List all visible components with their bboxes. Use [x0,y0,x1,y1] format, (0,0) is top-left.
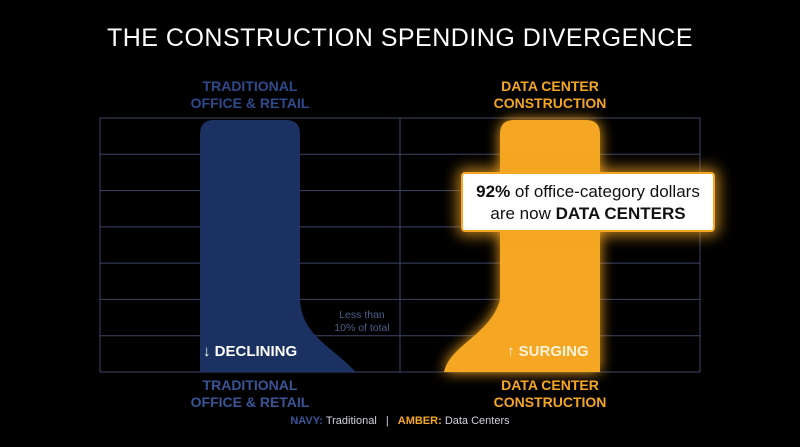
bottom-label-traditional: TRADITIONAL OFFICE & RETAIL [140,377,360,411]
legend-separator: | [385,415,389,427]
trend-arrow-down-icon: ↓ [203,343,211,360]
top-label-data-center-l2: CONSTRUCTION [493,95,607,111]
top-label-traditional-l2: OFFICE & RETAIL [190,95,310,111]
top-label-data-center-l1: DATA CENTER [501,78,599,94]
legend-navy-key: NAVY: [290,415,323,427]
bottom-label-data-center-l2: CONSTRUCTION [493,394,607,410]
top-label-traditional: TRADITIONAL OFFICE & RETAIL [140,78,360,112]
callout-text-1: of office-category dollars [510,182,700,201]
legend-amber-key: AMBER: [397,415,442,427]
bottom-label-traditional-l1: TRADITIONAL [202,377,298,393]
bottom-label-traditional-l2: OFFICE & RETAIL [190,394,310,410]
annotation-note-l1: Less than [339,309,385,321]
callout-value: 92% [476,182,511,201]
bar-data-centers [444,120,600,372]
annotation-note-l2: 10% of total [334,322,390,334]
top-label-data-center: DATA CENTER CONSTRUCTION [440,78,660,112]
trend-arrow-up-icon: ↑ [507,343,515,360]
legend: NAVY: Traditional | AMBER: Data Centers [0,415,800,427]
callout-text-2: are now [490,204,556,223]
top-label-traditional-l1: TRADITIONAL [202,78,298,94]
trend-label-surging: ↑ SURGING [507,343,589,360]
bottom-label-data-center-l1: DATA CENTER [501,377,599,393]
chart-title: THE CONSTRUCTION SPENDING DIVERGENCE [106,24,694,52]
bar-traditional [200,120,356,372]
annotation-note: Less than 10% of total [322,309,402,335]
legend-navy-text: Traditional [325,415,377,427]
callout-emph: DATA CENTERS [555,204,686,223]
trend-label-declining: ↓ DECLINING [203,343,297,360]
legend-amber-text: Data Centers [444,415,510,427]
trend-text-declining: DECLINING [214,343,298,360]
bottom-label-data-center: DATA CENTER CONSTRUCTION [440,377,660,411]
trend-text-surging: SURGING [518,343,589,360]
callout-box: 92% of office-category dollars are now D… [461,172,715,232]
